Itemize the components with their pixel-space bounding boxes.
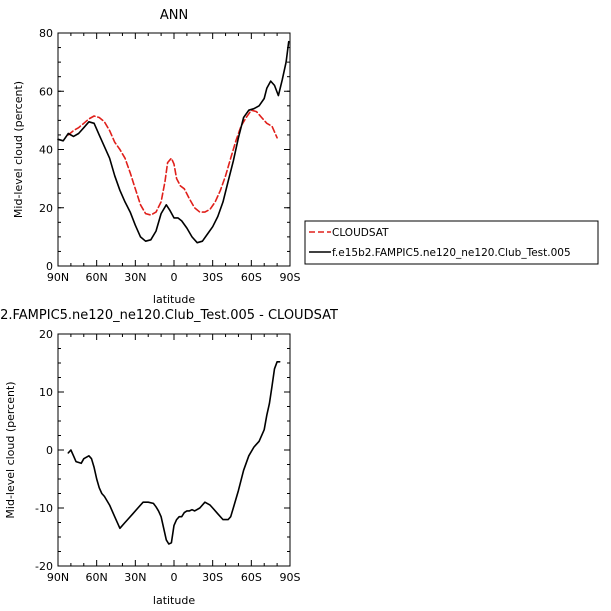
y-tick-label: 20 bbox=[39, 202, 53, 215]
legend-label: CLOUDSAT bbox=[332, 227, 389, 239]
y-tick-label: 40 bbox=[39, 144, 53, 157]
series-line-cloudsat bbox=[67, 109, 278, 216]
y-tick-label: 60 bbox=[39, 85, 53, 98]
difference-series-line bbox=[67, 360, 281, 545]
x-axis-label: latitude bbox=[153, 594, 195, 607]
y-tick-label: 0 bbox=[46, 444, 53, 457]
y-tick-label: 10 bbox=[39, 386, 53, 399]
y-axis-label: Mid-level cloud (percent) bbox=[12, 81, 25, 218]
x-tick-label: 60S bbox=[241, 271, 262, 284]
y-tick-label: 0 bbox=[46, 260, 53, 273]
y-tick-label: -10 bbox=[35, 502, 53, 515]
y-axis-label: Mid-level cloud (percent) bbox=[4, 381, 17, 518]
legend-label: f.e15b2.FAMPIC5.ne120_ne120.Club_Test.00… bbox=[332, 247, 571, 259]
panel-1 bbox=[57, 32, 599, 267]
plot-frame bbox=[57, 333, 291, 567]
x-tick-label: 30N bbox=[124, 571, 146, 584]
x-tick-label: 60N bbox=[86, 271, 108, 284]
x-tick-label: 60N bbox=[86, 571, 108, 584]
panel-2 bbox=[57, 333, 291, 567]
x-tick-label: 90S bbox=[280, 571, 301, 584]
legend-box bbox=[304, 220, 599, 265]
x-tick-label: 30S bbox=[202, 271, 223, 284]
x-tick-label: 30N bbox=[124, 271, 146, 284]
chart-title: 2.FAMPIC5.ne120_ne120.Club_Test.005 - CL… bbox=[0, 308, 338, 323]
x-tick-label: 30S bbox=[202, 571, 223, 584]
series-line-f-e15b2-fampic5-ne120-ne120-cl bbox=[57, 40, 290, 244]
y-tick-label: 80 bbox=[39, 27, 53, 40]
y-tick-label: 20 bbox=[39, 328, 53, 341]
y-tick-label: -20 bbox=[35, 560, 53, 573]
x-tick-label: 0 bbox=[171, 271, 178, 284]
x-axis-label: latitude bbox=[153, 293, 195, 306]
x-tick-label: 90N bbox=[47, 571, 69, 584]
x-tick-label: 90N bbox=[47, 271, 69, 284]
plot-frame bbox=[57, 32, 291, 267]
chart-title: ANN bbox=[160, 8, 188, 23]
x-tick-label: 60S bbox=[241, 571, 262, 584]
x-tick-label: 90S bbox=[280, 271, 301, 284]
x-tick-label: 0 bbox=[171, 571, 178, 584]
